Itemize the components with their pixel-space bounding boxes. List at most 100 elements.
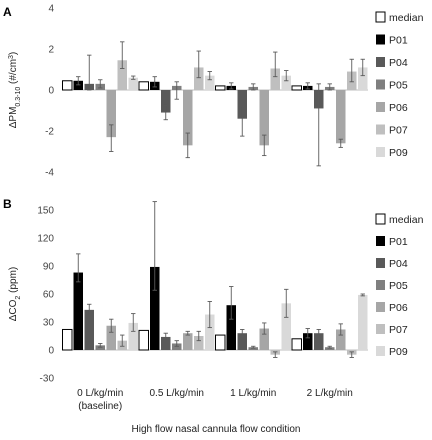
panel-a-bar-p06-0 bbox=[106, 90, 116, 138]
panel-a-bar-p09-1 bbox=[205, 75, 215, 90]
panel-a-legend-label-p06: P06 bbox=[389, 102, 408, 114]
panel-b-bar-p06-1 bbox=[183, 333, 193, 350]
panel-a-bar-median-1 bbox=[138, 81, 149, 91]
panel-b-legend-swatch-median bbox=[375, 213, 386, 225]
panel-a-bar-p01-0 bbox=[73, 80, 83, 90]
panel-b-bar-p04-1 bbox=[161, 336, 171, 350]
panel-b-bar-p01-2 bbox=[226, 305, 236, 350]
panel-b-legend-swatch-p04 bbox=[376, 258, 385, 268]
panel-b-letter: B bbox=[3, 197, 12, 211]
panel-a-bar-p07-1 bbox=[194, 67, 204, 90]
panel-b-y-axis-title: ΔCO2 (ppm) bbox=[8, 267, 22, 322]
panel-a-y-axis-title: ΔPM0.3-10 (#/cm3) bbox=[8, 52, 22, 129]
panel-a-legend-label-p01: P01 bbox=[389, 35, 408, 47]
panel-a-y-axis-title-unit: (#/cm bbox=[8, 59, 19, 87]
panel-a-legend-label-p04: P04 bbox=[389, 57, 408, 69]
panel-b-bar-p09-0 bbox=[128, 322, 138, 350]
category-label-1-line-0: 0.5 L/kg/min bbox=[150, 388, 204, 399]
panel-b-bar-p01-0 bbox=[73, 272, 83, 350]
panel-a-y-axis-title-end: ) bbox=[8, 52, 19, 55]
panel-a-y-tick-label: 0 bbox=[48, 86, 54, 97]
panel-b-legend-swatch-p05 bbox=[376, 280, 385, 290]
panel-b-bar-p09-2 bbox=[281, 303, 291, 350]
panel-b-y-tick-label: 90 bbox=[43, 262, 55, 273]
panel-b-legend-label-p07: P07 bbox=[389, 324, 408, 336]
panel-b-bar-p01-1 bbox=[150, 266, 160, 350]
panel-b-bar-p05-1 bbox=[172, 343, 182, 350]
panel-b-bar-p04-0 bbox=[84, 309, 94, 350]
panel-b-bar-p09-3 bbox=[358, 294, 368, 350]
panel-a-legend-swatch-p05 bbox=[376, 79, 385, 90]
panel-b-legend-label-p06: P06 bbox=[389, 302, 408, 314]
category-label-2-line-0: 1 L/kg/min bbox=[230, 388, 276, 399]
panel-a-bar-p09-3 bbox=[358, 67, 368, 90]
panel-b-y-tick-label: 120 bbox=[37, 234, 54, 245]
panel-b-bar-p06-3 bbox=[336, 329, 346, 350]
panel-a-y-axis-title-main: ΔPM bbox=[8, 107, 19, 129]
panel-b-bar-p04-3 bbox=[314, 333, 324, 350]
panel-b-y-axis-title-main: ΔCO bbox=[8, 299, 19, 321]
panel-b-y-tick-label: 60 bbox=[43, 290, 55, 301]
panel-a-bar-p06-2 bbox=[259, 90, 269, 146]
panel-b-bar-median-3 bbox=[291, 338, 302, 351]
panel-b-bar-median-2 bbox=[215, 334, 226, 351]
panel-b-bar-p05-2 bbox=[248, 347, 258, 350]
panel-b-bar-p01-3 bbox=[303, 333, 313, 350]
panel-b-legend-swatch-p01 bbox=[376, 236, 385, 246]
panel-a-y-tick-label: 4 bbox=[48, 4, 54, 15]
panel-b-y-tick-label: 150 bbox=[37, 206, 54, 217]
panel-b-y-tick-label: 30 bbox=[43, 318, 55, 329]
panel-b-bar-p05-0 bbox=[95, 345, 105, 350]
panel-a-legend-label-p07: P07 bbox=[389, 125, 408, 137]
panel-a-bar-median-2 bbox=[215, 85, 226, 91]
panel-a-bar-p06-3 bbox=[336, 90, 346, 144]
panel-b-bar-p07-1 bbox=[194, 336, 204, 350]
panel-a-bar-p06-1 bbox=[183, 90, 193, 146]
panel-b-bar-p05-3 bbox=[325, 347, 335, 350]
panel-a-y-tick-label: 2 bbox=[48, 45, 54, 56]
panel-a-y-axis-title-sub: 0.3-10 bbox=[15, 87, 22, 107]
panel-a-bar-p04-1 bbox=[161, 90, 171, 113]
category-label-0-line-0: 0 L/kg/min bbox=[77, 388, 123, 399]
panel-a-legend-swatch-p04 bbox=[376, 57, 385, 67]
panel-b-bar-p09-1 bbox=[205, 314, 215, 350]
panel-a-bar-p04-2 bbox=[237, 90, 247, 119]
panel-a-bar-p07-0 bbox=[117, 60, 127, 90]
category-label-0-line-1: (baseline) bbox=[78, 401, 122, 412]
panel-b-legend-label-median: median bbox=[389, 214, 424, 226]
panel-a-y-tick-label: -4 bbox=[45, 168, 54, 179]
panel-a-legend-label-p09: P09 bbox=[389, 147, 408, 159]
panel-a-legend-swatch-p09 bbox=[376, 147, 385, 157]
panel-b-legend-label-p04: P04 bbox=[389, 258, 408, 270]
panel-a-bar-p09-2 bbox=[281, 75, 291, 90]
panel-a-letter: A bbox=[3, 5, 12, 19]
panel-b-y-tick-label: 0 bbox=[48, 346, 54, 357]
panel-b-y-tick-label: -30 bbox=[40, 374, 55, 385]
panel-a-bar-p07-2 bbox=[270, 68, 280, 90]
panel-b-group: B -30 0 30 60 90 120 150 ΔCO2 (ppm) median P01 P04 P… bbox=[3, 197, 424, 385]
panel-a-y-tick-label: -2 bbox=[45, 127, 54, 138]
panel-a-bar-median-3 bbox=[291, 85, 302, 91]
category-labels: 0 L/kg/min (baseline) 0.5 L/kg/min 1 L/kg/m… bbox=[77, 388, 353, 412]
panel-b-bar-median-1 bbox=[138, 329, 149, 351]
panel-b-bar-p06-0 bbox=[106, 325, 116, 350]
panel-b-bar-p04-2 bbox=[237, 333, 247, 350]
panel-b-legend-label-p05: P05 bbox=[389, 280, 408, 292]
panel-a-legend-swatch-p06 bbox=[376, 102, 385, 112]
panel-a-legend-swatch-p07 bbox=[376, 124, 385, 135]
panel-a-group: A -4 -2 0 2 4 ΔPM0.3-10 (#/cm3) median P01 P04 P05… bbox=[3, 4, 424, 179]
x-axis-title: High flow nasal cannula flow condition bbox=[132, 424, 301, 435]
panel-b-legend-swatch-p09 bbox=[376, 346, 385, 356]
panel-b-legend-label-p09: P09 bbox=[389, 346, 408, 358]
panel-b-legend-label-p01: P01 bbox=[389, 236, 408, 248]
panel-b-bar-median-0 bbox=[62, 328, 73, 351]
panel-a-bar-median-0 bbox=[62, 80, 73, 91]
panel-a-legend-swatch-p01 bbox=[376, 34, 385, 45]
panel-a-legend-label-median: median bbox=[389, 12, 424, 24]
panel-a-legend-label-p05: P05 bbox=[389, 80, 408, 92]
category-label-3-line-0: 2 L/kg/min bbox=[307, 388, 353, 399]
panel-a-y-axis-title-sup: 3 bbox=[8, 55, 15, 59]
panel-a-legend-swatch-median bbox=[375, 11, 386, 23]
panel-a-bar-p09-0 bbox=[128, 77, 138, 90]
